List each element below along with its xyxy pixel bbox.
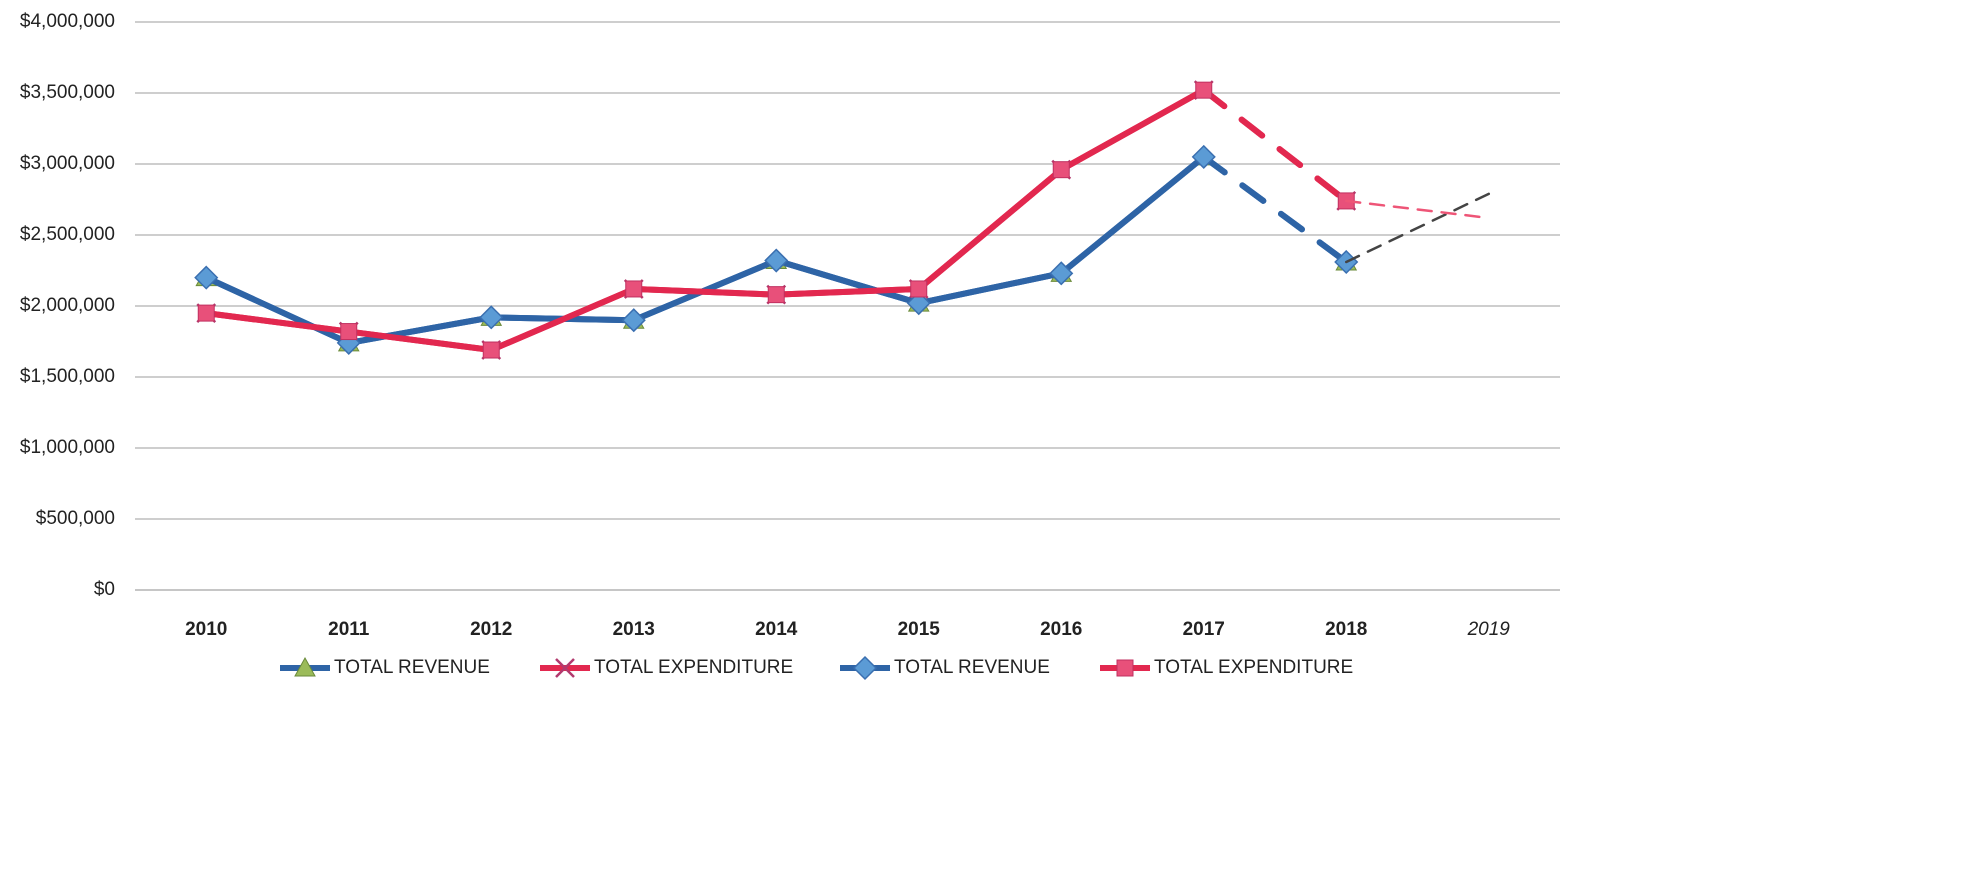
point xyxy=(1191,144,1216,169)
legend-marker xyxy=(294,656,316,677)
point xyxy=(764,248,789,273)
legend-marker xyxy=(1116,659,1134,677)
series-line xyxy=(203,153,1207,346)
point xyxy=(767,286,785,304)
y-tick-label: $1,000,000 xyxy=(20,437,115,458)
x-tick-label: 2016 xyxy=(1040,619,1082,640)
point xyxy=(479,305,504,330)
series-line xyxy=(1345,192,1490,264)
series-line xyxy=(1200,87,1350,204)
series-line xyxy=(1345,199,1490,220)
point xyxy=(621,308,646,333)
point xyxy=(1049,261,1074,286)
series-line xyxy=(203,87,1207,354)
x-tick-label: 2011 xyxy=(328,619,370,640)
series-line xyxy=(203,87,1207,354)
point xyxy=(910,280,928,298)
point xyxy=(1052,161,1070,179)
legend-marker xyxy=(555,658,575,678)
x-tick-label: 2012 xyxy=(470,619,512,640)
legend-label: TOTAL EXPENDITURE xyxy=(1154,657,1353,678)
point xyxy=(906,291,931,316)
legend-marker xyxy=(852,655,878,681)
y-tick-label: $4,000,000 xyxy=(20,11,115,32)
point xyxy=(482,341,500,359)
x-tick-label: 2013 xyxy=(613,619,655,640)
y-tick-label: $500,000 xyxy=(36,508,115,529)
point xyxy=(340,323,358,341)
x-tick-label: 2019 xyxy=(1467,619,1511,640)
legend-label: TOTAL EXPENDITURE xyxy=(594,657,793,678)
legend-label: TOTAL REVENUE xyxy=(334,657,490,678)
y-tick-label: $2,500,000 xyxy=(20,224,115,245)
point xyxy=(625,280,643,298)
point xyxy=(194,265,219,290)
y-tick-label: $1,500,000 xyxy=(20,366,115,387)
x-tick-label: 2010 xyxy=(185,619,227,640)
y-tick-label: $0 xyxy=(94,579,115,600)
x-tick-label: 2014 xyxy=(755,619,798,640)
point xyxy=(197,304,215,322)
x-tick-label: 2015 xyxy=(898,619,941,640)
x-tick-label: 2017 xyxy=(1183,619,1225,640)
point xyxy=(1195,81,1213,99)
y-tick-label: $2,000,000 xyxy=(20,295,115,316)
legend-label: TOTAL REVENUE xyxy=(894,657,1050,678)
y-tick-label: $3,500,000 xyxy=(20,82,115,103)
x-tick-label: 2018 xyxy=(1325,619,1367,640)
series-line xyxy=(203,153,1207,346)
series-line xyxy=(1200,153,1350,265)
y-tick-label: $3,000,000 xyxy=(20,153,115,174)
